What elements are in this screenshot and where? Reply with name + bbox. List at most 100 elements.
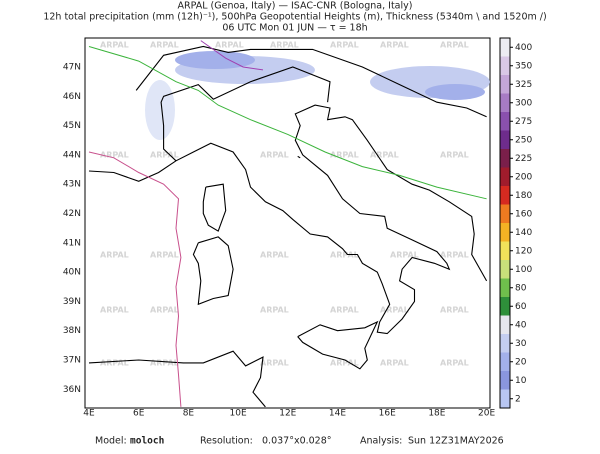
colorbar-label: 40 bbox=[515, 320, 527, 330]
colorbar-label: 160 bbox=[515, 209, 532, 219]
watermark: ARPAL bbox=[100, 41, 129, 50]
colorbar-swatch bbox=[500, 75, 510, 94]
watermark: ARPAL bbox=[150, 41, 179, 50]
thickness-contour bbox=[88, 151, 182, 407]
colorbar-label: 100 bbox=[515, 265, 532, 275]
latitude-label: 45N bbox=[63, 121, 81, 131]
colorbar-label: 400 bbox=[515, 43, 532, 53]
colorbar-label: 120 bbox=[515, 246, 532, 256]
colorbar-swatch bbox=[500, 130, 510, 149]
footer-value: 0.037°x0.028° bbox=[262, 436, 332, 447]
watermark: ARPAL bbox=[330, 306, 359, 315]
colorbar-label: 30 bbox=[515, 339, 527, 349]
precip-area bbox=[145, 80, 175, 140]
latitude-label: 39N bbox=[63, 297, 81, 307]
colorbar-swatch bbox=[500, 93, 510, 112]
longitude-label: 8E bbox=[183, 409, 195, 419]
longitude-label: 14E bbox=[329, 409, 346, 419]
watermark: ARPAL bbox=[100, 359, 129, 368]
colorbar-swatch bbox=[500, 56, 510, 75]
colorbar-label: 20 bbox=[515, 357, 527, 367]
colorbar-label: 80 bbox=[515, 283, 527, 293]
watermark: ARPAL bbox=[330, 41, 359, 50]
colorbar-label: 275 bbox=[515, 117, 532, 127]
colorbar-label: 325 bbox=[515, 80, 532, 90]
colorbar-label: 200 bbox=[515, 172, 532, 182]
colorbar-swatch bbox=[500, 204, 510, 223]
coastline bbox=[297, 155, 301, 159]
colorbar-label: 225 bbox=[515, 154, 532, 164]
colorbar-swatch bbox=[500, 389, 510, 408]
watermark: ARPAL bbox=[150, 151, 179, 160]
watermark: ARPAL bbox=[260, 251, 289, 260]
watermark: ARPAL bbox=[100, 306, 129, 315]
colorbar-swatch bbox=[500, 371, 510, 390]
colorbar-swatch bbox=[500, 186, 510, 205]
longitude-label: 16E bbox=[379, 409, 396, 419]
colorbar-label: 180 bbox=[515, 191, 532, 201]
colorbar-label: 10 bbox=[515, 376, 527, 386]
longitude-label: 18E bbox=[428, 409, 445, 419]
colorbar-label: 300 bbox=[515, 98, 532, 108]
watermark: ARPAL bbox=[150, 359, 179, 368]
watermark: ARPAL bbox=[270, 41, 299, 50]
colorbar-swatch bbox=[500, 315, 510, 334]
footer-value: Sun 12Z31MAY2026 bbox=[408, 436, 504, 447]
colorbar-swatch bbox=[500, 260, 510, 279]
coastline bbox=[88, 350, 266, 408]
latitude-label: 37N bbox=[63, 356, 81, 366]
header-line: 06 UTC Mon 01 JUN — τ = 18h bbox=[222, 23, 367, 34]
colorbar-label: 140 bbox=[515, 228, 532, 238]
watermark: ARPAL bbox=[330, 251, 359, 260]
colorbar-swatch bbox=[500, 167, 510, 186]
colorbar-swatch bbox=[500, 149, 510, 168]
latitude-label: 42N bbox=[63, 209, 81, 219]
watermark: ARPAL bbox=[380, 306, 409, 315]
footer-value: moloch bbox=[130, 436, 164, 447]
latitude-label: 44N bbox=[63, 150, 81, 160]
longitude-label: 12E bbox=[279, 409, 296, 419]
watermark: ARPAL bbox=[440, 359, 469, 368]
watermark: ARPAL bbox=[100, 151, 129, 160]
colorbar-swatch bbox=[500, 241, 510, 260]
colorbar-swatch bbox=[500, 38, 510, 57]
watermark: ARPAL bbox=[260, 359, 289, 368]
latitude-label: 43N bbox=[63, 180, 81, 190]
watermark: ARPAL bbox=[370, 151, 399, 160]
watermark: ARPAL bbox=[390, 251, 419, 260]
footer-label: Analysis: bbox=[360, 436, 402, 447]
coastline bbox=[160, 66, 331, 162]
coastline bbox=[297, 320, 379, 370]
coastline bbox=[192, 236, 234, 306]
colorbar-frame bbox=[499, 37, 511, 409]
latitude-label: 38N bbox=[63, 326, 81, 336]
height-contour bbox=[88, 46, 487, 200]
colorbar-swatch bbox=[500, 352, 510, 371]
watermark: ARPAL bbox=[380, 359, 409, 368]
colorbar-label: 250 bbox=[515, 135, 532, 145]
latitude-label: 47N bbox=[63, 63, 81, 73]
watermark: ARPAL bbox=[330, 151, 359, 160]
colorbar-label: 60 bbox=[515, 302, 527, 312]
footer-label: Resolution: bbox=[200, 436, 253, 447]
header-line: ARPAL (Genoa, Italy) — ISAC-CNR (Bologna… bbox=[178, 1, 413, 12]
coastline bbox=[202, 183, 227, 232]
watermark: ARPAL bbox=[260, 151, 289, 160]
watermark: ARPAL bbox=[260, 306, 289, 315]
precipitation-shading bbox=[145, 51, 490, 140]
longitude-label: 10E bbox=[230, 409, 247, 419]
coastline bbox=[88, 104, 488, 335]
watermark: ARPAL bbox=[150, 251, 179, 260]
longitude-label: 20E bbox=[478, 409, 495, 419]
precip-area bbox=[175, 51, 255, 69]
latitude-label: 41N bbox=[63, 238, 81, 248]
coastline bbox=[135, 45, 487, 118]
colorbar-label: 2 bbox=[515, 394, 521, 404]
watermark: ARPAL bbox=[150, 306, 179, 315]
colorbar-swatch bbox=[500, 112, 510, 131]
watermark: ARPAL bbox=[440, 151, 469, 160]
thickness-contour bbox=[200, 40, 264, 71]
watermark: ARPAL bbox=[440, 251, 469, 260]
watermark: ARPAL bbox=[330, 359, 359, 368]
